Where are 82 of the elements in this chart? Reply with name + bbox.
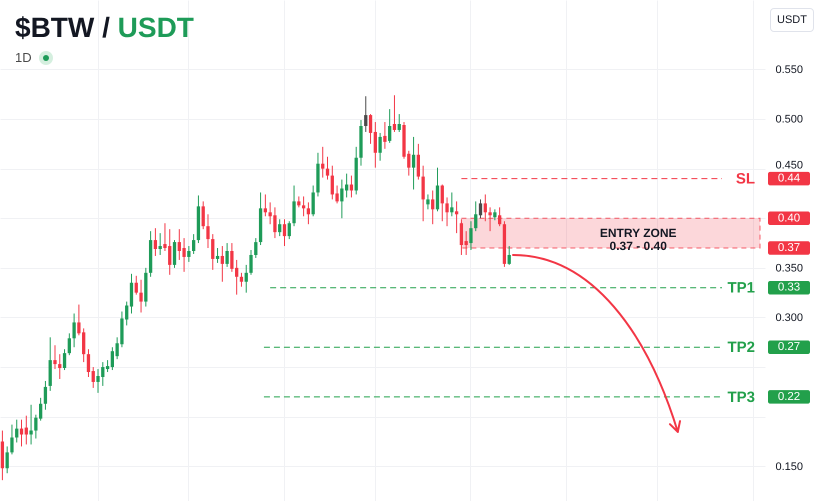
candlestick	[240, 272, 244, 288]
candlestick	[288, 220, 291, 240]
candlestick	[297, 196, 300, 208]
candlestick	[72, 312, 76, 348]
band-label: ENTRY ZONE 0.37 - 0.40	[600, 226, 677, 254]
candlestick	[484, 194, 487, 222]
candlestick	[211, 234, 214, 270]
candlestick	[312, 185, 315, 217]
candlestick	[62, 348, 66, 371]
candlestick	[53, 344, 57, 370]
candlestick	[493, 208, 497, 221]
candlestick	[364, 96, 368, 132]
chart-title: $BTW / USDT	[15, 12, 194, 43]
candlestick	[488, 206, 492, 232]
candlestick	[469, 220, 473, 251]
annotation: 0.44	[778, 172, 801, 185]
annotation: 0.33	[778, 282, 800, 294]
annotation: 0.40	[778, 212, 800, 224]
candlestick	[398, 114, 401, 132]
candlestick	[6, 446, 9, 474]
candlestick	[154, 228, 158, 256]
candlestick	[450, 192, 454, 217]
y-tick-label: 0.500	[776, 114, 804, 126]
y-tick-label: 0.450	[776, 159, 804, 172]
y-tick-label: 0.150	[776, 460, 804, 473]
annotation: 0.27	[778, 341, 800, 354]
candlestick	[440, 184, 444, 222]
y-tick-label: 0.300	[776, 312, 804, 324]
candlestick	[436, 167, 440, 212]
candlestick	[282, 218, 286, 247]
candlestick	[498, 206, 502, 227]
candlestick	[44, 380, 48, 410]
candlestick	[474, 200, 478, 232]
candlestick	[392, 94, 396, 132]
candlestick	[254, 238, 258, 258]
candlestick	[58, 354, 62, 380]
annotation: 0.22	[778, 390, 800, 403]
candlestick	[220, 246, 224, 282]
candlestick	[292, 185, 296, 227]
candlestick	[206, 214, 210, 249]
candlestick	[302, 196, 306, 217]
candlestick	[388, 108, 392, 144]
candlestick	[225, 242, 229, 268]
candlestick	[306, 202, 310, 225]
candlestick	[202, 200, 205, 230]
candlestick	[416, 143, 420, 180]
candlestick	[244, 264, 248, 294]
candlestick	[264, 194, 268, 217]
candlestick	[172, 240, 176, 268]
ref-line-label: SL	[736, 170, 755, 188]
annotation: 0.37	[778, 242, 800, 254]
candlestick	[192, 234, 196, 254]
candlestick	[383, 122, 387, 150]
candlestick	[15, 419, 18, 443]
candlestick	[454, 200, 458, 234]
ref-line-label: TP2	[727, 339, 755, 356]
candlestick	[321, 146, 324, 178]
text: 1D	[15, 50, 32, 66]
candlestick	[29, 404, 33, 445]
candlestick	[10, 424, 14, 455]
y-axis-title: USDT	[770, 8, 814, 32]
candlestick	[249, 250, 253, 276]
candlestick	[216, 248, 220, 264]
candlestick	[445, 196, 449, 227]
candlestick	[278, 218, 282, 237]
candlestick	[158, 232, 162, 256]
candlestick	[421, 165, 425, 222]
candlestick	[134, 275, 138, 296]
candlestick	[431, 190, 434, 225]
candlestick	[326, 156, 330, 180]
y-tick-label: 0.350	[776, 262, 804, 274]
candlestick	[378, 132, 382, 162]
candlestick	[508, 246, 511, 266]
candlestick	[68, 332, 71, 356]
ref-line-label: TP1	[727, 280, 755, 297]
candlestick	[478, 198, 482, 219]
candlestick	[139, 279, 143, 314]
candlestick	[187, 246, 191, 262]
candlestick	[426, 194, 430, 210]
ref-line-label: TP3	[727, 388, 755, 406]
y-tick-label: 0.550	[776, 64, 804, 76]
candlestick	[350, 175, 354, 198]
